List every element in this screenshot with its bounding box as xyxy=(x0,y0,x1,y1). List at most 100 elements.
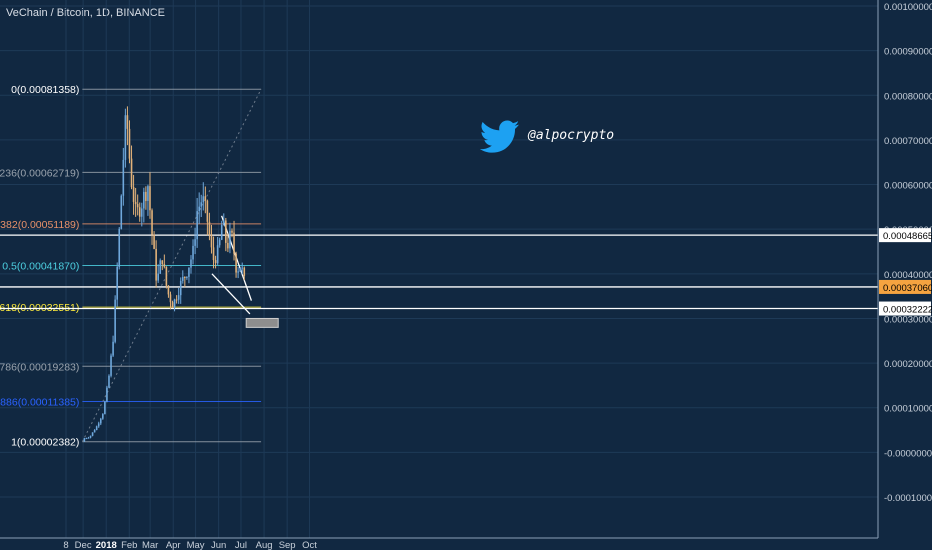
price-line-label: 0.00037060 xyxy=(879,279,932,294)
y-tick-label: -0.00000000 xyxy=(884,448,932,459)
price-label-box xyxy=(879,228,931,243)
candle-body xyxy=(97,423,100,427)
candle-body xyxy=(216,245,219,264)
y-tick-label: 0.00040000 xyxy=(884,270,932,281)
y-axis-panel xyxy=(878,0,932,550)
candle-body xyxy=(206,200,209,222)
candle-body xyxy=(153,234,155,249)
x-axis-panel xyxy=(0,538,932,550)
candle-body xyxy=(179,280,182,296)
x-tick-label: Apr xyxy=(166,540,181,550)
fib-level-label: 0(0.00081358) xyxy=(11,84,79,96)
candle-body xyxy=(204,196,207,201)
candle-body xyxy=(225,220,227,243)
price-label-box xyxy=(879,301,931,316)
candles xyxy=(83,106,246,442)
candle-body xyxy=(202,196,205,203)
fib-level-label: 1(0.00002382) xyxy=(11,437,79,449)
candle-body xyxy=(106,387,108,402)
candle-body xyxy=(237,271,239,273)
candle-body xyxy=(163,264,166,267)
candle-body xyxy=(214,260,217,264)
y-tick-label: 0.00100000 xyxy=(884,2,932,13)
fib-level-label: 0.5(0.00041870) xyxy=(2,260,79,272)
candle-body xyxy=(104,401,106,415)
candle-body xyxy=(102,414,104,419)
candle-body xyxy=(140,208,143,217)
x-tick-label: May xyxy=(187,540,205,550)
candle-body xyxy=(194,239,196,246)
candle-body xyxy=(161,260,164,265)
candle-body xyxy=(220,225,223,240)
candle-body xyxy=(110,355,112,376)
candle-body xyxy=(231,230,233,233)
fib-level-label: 0.382(0.00051189) xyxy=(0,219,79,231)
candle-body xyxy=(184,277,186,279)
candle-body xyxy=(147,186,149,201)
x-tick-label: Mar xyxy=(142,540,158,550)
candle-body xyxy=(175,299,178,301)
candle-body xyxy=(157,273,159,281)
candle-body xyxy=(173,299,176,308)
x-tick-label: 2018 xyxy=(96,540,117,550)
candle-body xyxy=(114,299,116,342)
y-tick-label: 0.00020000 xyxy=(884,359,932,370)
candle-body xyxy=(212,247,215,261)
y-tick-label: -0.00010000 xyxy=(884,493,932,504)
y-tick-label: 0.00010000 xyxy=(884,404,932,415)
candle-body xyxy=(192,245,194,260)
grid-lines xyxy=(0,0,878,538)
candle-body xyxy=(210,235,213,248)
y-tick-label: 0.00030000 xyxy=(884,314,932,325)
y-tick-label: 0.00070000 xyxy=(884,136,932,147)
candle-body xyxy=(177,295,180,300)
candle-body xyxy=(120,195,123,229)
candle-body xyxy=(159,260,162,274)
x-tick-label: Jun xyxy=(211,540,226,550)
twitter-bird-icon xyxy=(479,120,520,159)
candle-body xyxy=(130,158,133,188)
candle-body xyxy=(167,285,170,295)
candle-body xyxy=(138,207,141,217)
candle-body xyxy=(196,211,198,240)
candle-body xyxy=(122,159,125,196)
candle-body xyxy=(151,210,153,235)
candle-body xyxy=(143,191,145,209)
candle-body xyxy=(200,202,203,207)
candle-body xyxy=(241,267,244,269)
candle-body xyxy=(145,191,147,201)
trend-line-wedge-lower xyxy=(211,273,251,315)
x-tick-label: 8 xyxy=(63,540,68,550)
candle-body xyxy=(108,375,110,388)
fib-level-label: 0.886(0.00011385) xyxy=(0,397,79,409)
candle-body xyxy=(171,302,174,308)
candle-body xyxy=(116,266,118,300)
candle-body xyxy=(227,242,229,249)
x-tick-label: Dec xyxy=(75,540,92,550)
chart-title: VeChain / Bitcoin, 1D, BINANCE xyxy=(6,7,165,19)
candle-body xyxy=(218,239,221,246)
candle-body xyxy=(165,266,168,286)
candle-body xyxy=(126,115,129,129)
twitter-handle: @alpocrypto xyxy=(528,128,615,143)
candle-body xyxy=(85,438,88,440)
candle-body xyxy=(95,426,98,431)
candle-body xyxy=(233,232,235,254)
candle-body xyxy=(186,276,188,278)
y-tick-label: 0.00090000 xyxy=(884,47,932,58)
candle-body xyxy=(239,268,241,272)
candle-body xyxy=(132,187,135,202)
candle-body xyxy=(198,206,200,212)
trend-line-diagonal xyxy=(81,88,262,442)
y-tick-label: 0.00080000 xyxy=(884,91,932,102)
price-label-box xyxy=(879,279,931,294)
x-tick-label: Aug xyxy=(256,540,273,550)
candle-body xyxy=(112,341,114,356)
candle-body xyxy=(243,267,246,276)
candle-body xyxy=(89,435,92,438)
target-zone xyxy=(245,317,279,328)
candle-body xyxy=(149,186,151,211)
candle-body xyxy=(155,248,157,281)
x-tick-label: Oct xyxy=(302,540,317,550)
